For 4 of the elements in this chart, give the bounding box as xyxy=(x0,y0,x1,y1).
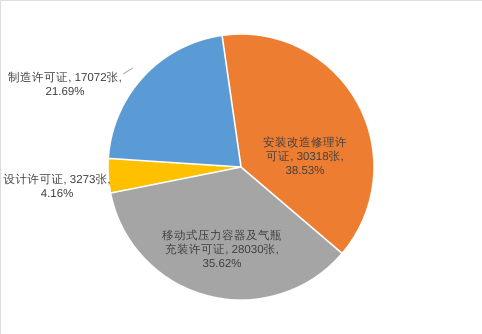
slice-label: 安装改造修理许可证, 30318张, 38.53% xyxy=(263,135,347,177)
slice-label: 移动式压力容器及气瓶充装许可证, 28030张, 35.62% xyxy=(162,228,282,270)
slice-label: 制造许可证, 17072张, 21.69% xyxy=(8,71,122,98)
slice-label: 设计许可证, 3273张, 4.16% xyxy=(3,173,111,200)
